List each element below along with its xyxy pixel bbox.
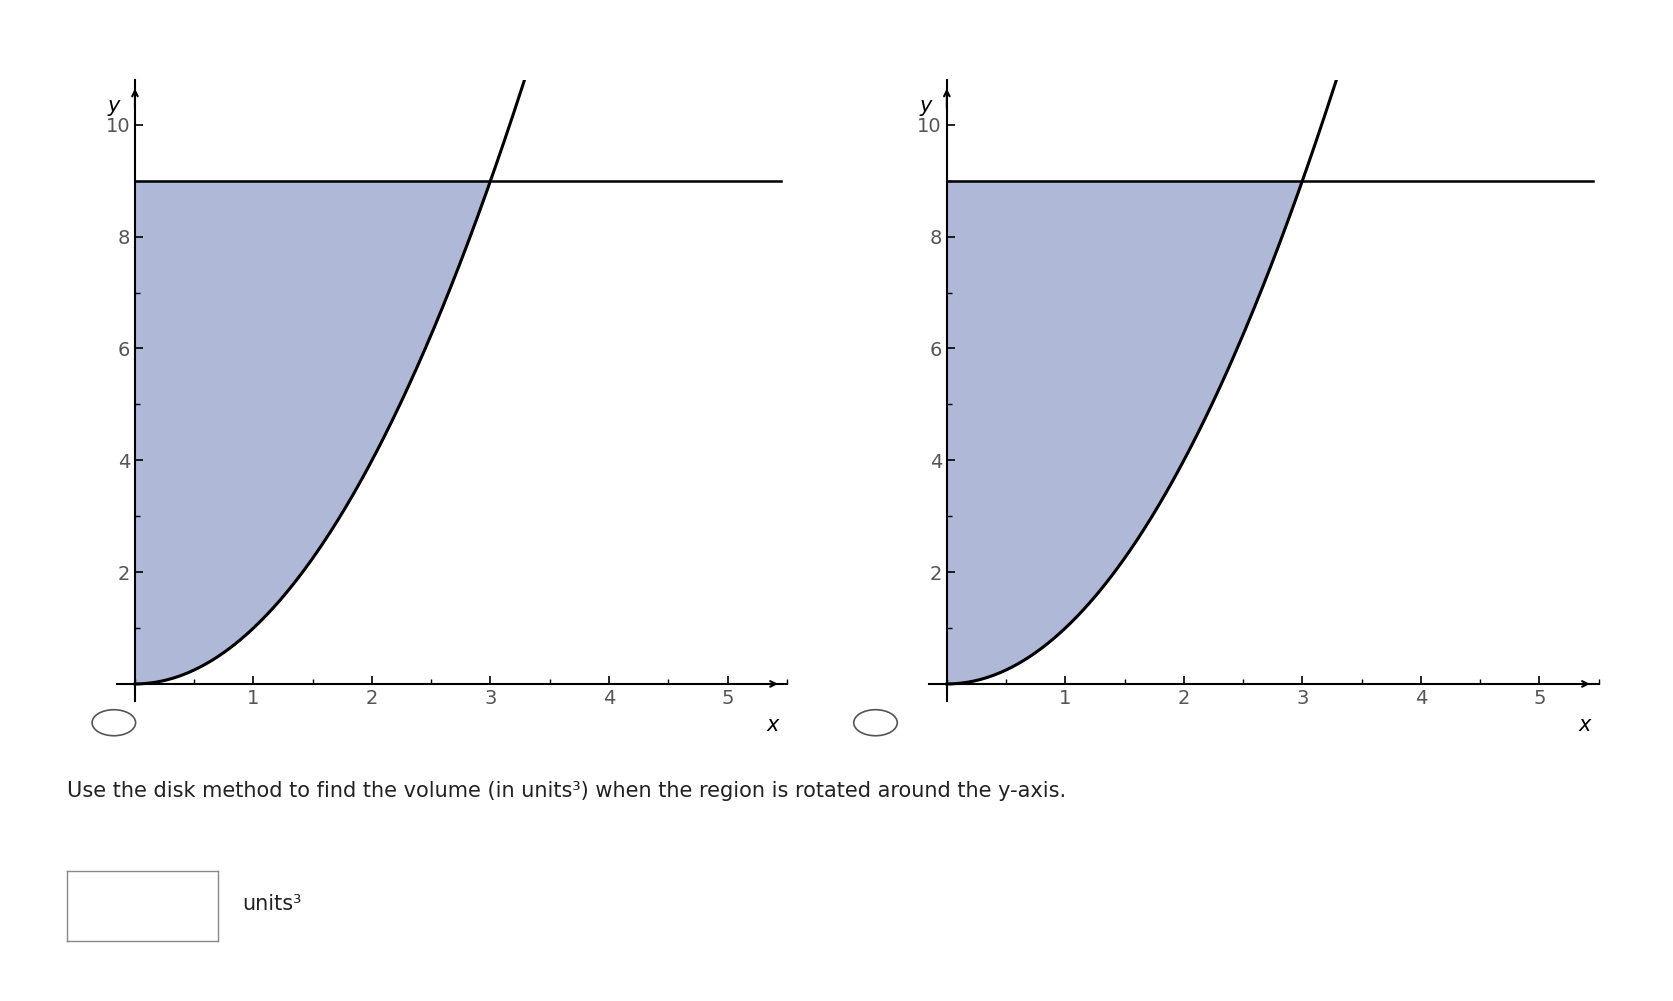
Text: x: x [766, 715, 778, 735]
Text: x: x [1578, 715, 1589, 735]
Text: units³: units³ [243, 894, 301, 914]
Text: y: y [918, 96, 932, 116]
Text: Use the disk method to find the volume (in units³) when the region is rotated ar: Use the disk method to find the volume (… [67, 781, 1066, 801]
Text: y: y [107, 96, 120, 116]
